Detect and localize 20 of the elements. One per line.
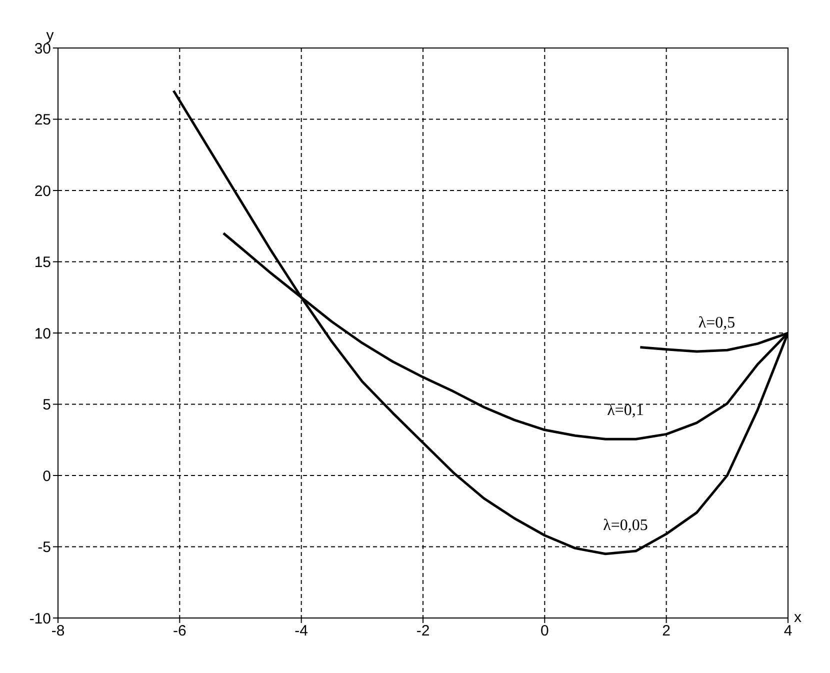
y-tick-label: 15 — [34, 254, 51, 272]
x-axis-title: x — [794, 609, 802, 626]
x-tick-label: -4 — [294, 622, 308, 640]
series-label: λ=0,5 — [698, 314, 736, 332]
series-label: λ=0,1 — [607, 402, 644, 420]
y-axis-title: y — [46, 27, 54, 44]
series-label: λ=0,05 — [603, 516, 648, 534]
y-tick-label: 5 — [42, 396, 51, 414]
x-tick-label: 0 — [540, 622, 549, 640]
x-tick-label: -2 — [416, 622, 430, 640]
y-tick-label: 0 — [42, 468, 51, 485]
y-tick-label: 10 — [34, 325, 51, 342]
y-tick-label: -5 — [38, 539, 51, 556]
y-tick-label: 25 — [34, 112, 51, 129]
x-tick-label: 4 — [784, 622, 792, 640]
x-tick-label: -6 — [172, 622, 186, 640]
x-tick-label: -8 — [51, 622, 65, 640]
x-tick-label: 2 — [662, 622, 671, 640]
y-tick-label: -10 — [29, 610, 51, 628]
y-tick-label: 20 — [34, 182, 51, 200]
